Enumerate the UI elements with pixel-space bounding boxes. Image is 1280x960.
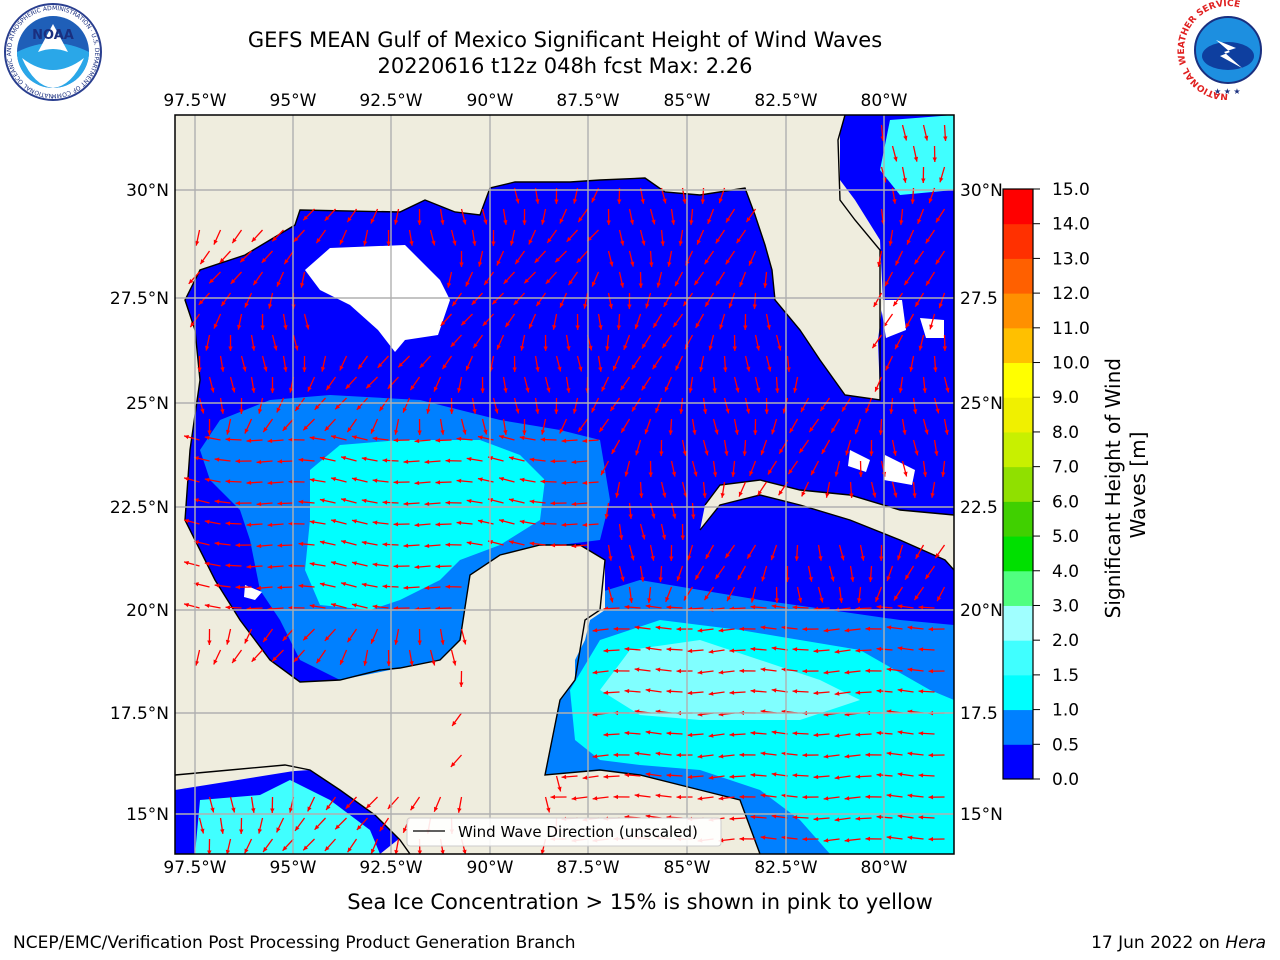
colorbar-tick: 4.0	[1052, 562, 1079, 582]
lon-tick-top: 85°W	[664, 91, 711, 111]
lat-tick-right: 27.5	[960, 289, 998, 309]
lat-tick-left: 30°N	[126, 181, 169, 201]
colorbar-segment	[1003, 432, 1033, 467]
lon-tick-top: 92.5°W	[359, 91, 422, 111]
lat-tick-right: 17.5	[960, 704, 998, 724]
machine-name: Hera	[1225, 933, 1266, 953]
lon-tick-bottom: 92.5°W	[359, 858, 422, 878]
colorbar-tick: 8.0	[1052, 423, 1079, 443]
lat-tick-left: 17.5°N	[110, 704, 169, 724]
colorbar-segment	[1003, 744, 1033, 779]
colorbar-tick: 0.5	[1052, 735, 1079, 755]
colorbar-segment	[1003, 501, 1033, 536]
colorbar-label: Significant Height of Wind Waves [m]	[1101, 352, 1150, 619]
colorbar-segment	[1003, 710, 1033, 745]
legend-label: Wind Wave Direction (unscaled)	[458, 823, 698, 841]
lon-tick-bottom: 97.5°W	[163, 858, 226, 878]
lon-tick-bottom: 87.5°W	[556, 858, 619, 878]
colorbar-tick: 14.0	[1052, 215, 1090, 235]
lat-tick-left: 27.5°N	[110, 289, 169, 309]
colorbar-segment	[1003, 467, 1033, 502]
colorbar-segment	[1003, 293, 1033, 328]
colorbar-segment	[1003, 605, 1033, 640]
lon-tick-top: 90°W	[467, 91, 514, 111]
lon-tick-top: 95°W	[270, 91, 317, 111]
date-text: 17 Jun 2022 on	[1091, 933, 1225, 953]
colorbar-tick: 6.0	[1052, 492, 1079, 512]
colorbar-segment	[1003, 328, 1033, 363]
ice-note: Sea Ice Concentration > 15% is shown in …	[0, 890, 1280, 914]
colorbar: 0.0 0.5 1.0 1.5 2.0 3.0 4.0 5.0 6.0 7.0 8.0 9.0 10.0…	[1003, 180, 1090, 790]
colorbar-segment	[1003, 640, 1033, 675]
colorbar-tick: 13.0	[1052, 249, 1090, 269]
colorbar-segment	[1003, 363, 1033, 398]
colorbar-tick: 11.0	[1052, 319, 1090, 339]
colorbar-tick: 10.0	[1052, 354, 1090, 374]
colorbar-segment	[1003, 258, 1033, 293]
colorbar-segment	[1003, 571, 1033, 606]
colorbar-segment	[1003, 189, 1033, 224]
lat-tick-left: 25°N	[126, 394, 169, 414]
colorbar-tick: 15.0	[1052, 180, 1090, 200]
colorbar-tick: 12.0	[1052, 284, 1090, 304]
lon-tick-bottom: 95°W	[270, 858, 317, 878]
lon-tick-bottom: 85°W	[664, 858, 711, 878]
colorbar-tick: 1.0	[1052, 701, 1079, 721]
lat-tick-left: 22.5°N	[110, 498, 169, 518]
lat-tick-right: 15°N	[960, 805, 1003, 825]
lon-tick-bottom: 80°W	[861, 858, 908, 878]
credit-text: NCEP/EMC/Verification Post Processing Pr…	[13, 933, 576, 953]
map-legend: Wind Wave Direction (unscaled)	[407, 818, 721, 846]
colorbar-tick: 3.0	[1052, 596, 1079, 616]
lat-tick-left: 20°N	[126, 601, 169, 621]
lat-tick-right: 30°N	[960, 181, 1003, 201]
colorbar-segment	[1003, 536, 1033, 571]
colorbar-tick: 5.0	[1052, 527, 1079, 547]
lon-tick-top: 97.5°W	[163, 91, 226, 111]
colorbar-tick: 9.0	[1052, 388, 1079, 408]
lon-tick-top: 87.5°W	[556, 91, 619, 111]
lat-tick-right: 20°N	[960, 601, 1003, 621]
colorbar-tick: 1.5	[1052, 666, 1079, 686]
lon-tick-bottom: 82.5°W	[754, 858, 817, 878]
atlantic-light-waves	[880, 115, 954, 195]
lat-tick-right: 25°N	[960, 394, 1003, 414]
colorbar-segment	[1003, 397, 1033, 432]
lon-tick-top: 82.5°W	[754, 91, 817, 111]
date-stamp: 17 Jun 2022 on Hera	[1091, 933, 1266, 953]
lat-tick-right: 22.5	[960, 498, 998, 518]
colorbar-segment	[1003, 224, 1033, 259]
colorbar-tick: 2.0	[1052, 631, 1079, 651]
lon-tick-top: 80°W	[861, 91, 908, 111]
colorbar-segment	[1003, 675, 1033, 710]
colorbar-tick: 7.0	[1052, 458, 1079, 478]
lon-tick-bottom: 90°W	[467, 858, 514, 878]
lat-tick-left: 15°N	[126, 805, 169, 825]
colorbar-tick: 0.0	[1052, 770, 1079, 790]
